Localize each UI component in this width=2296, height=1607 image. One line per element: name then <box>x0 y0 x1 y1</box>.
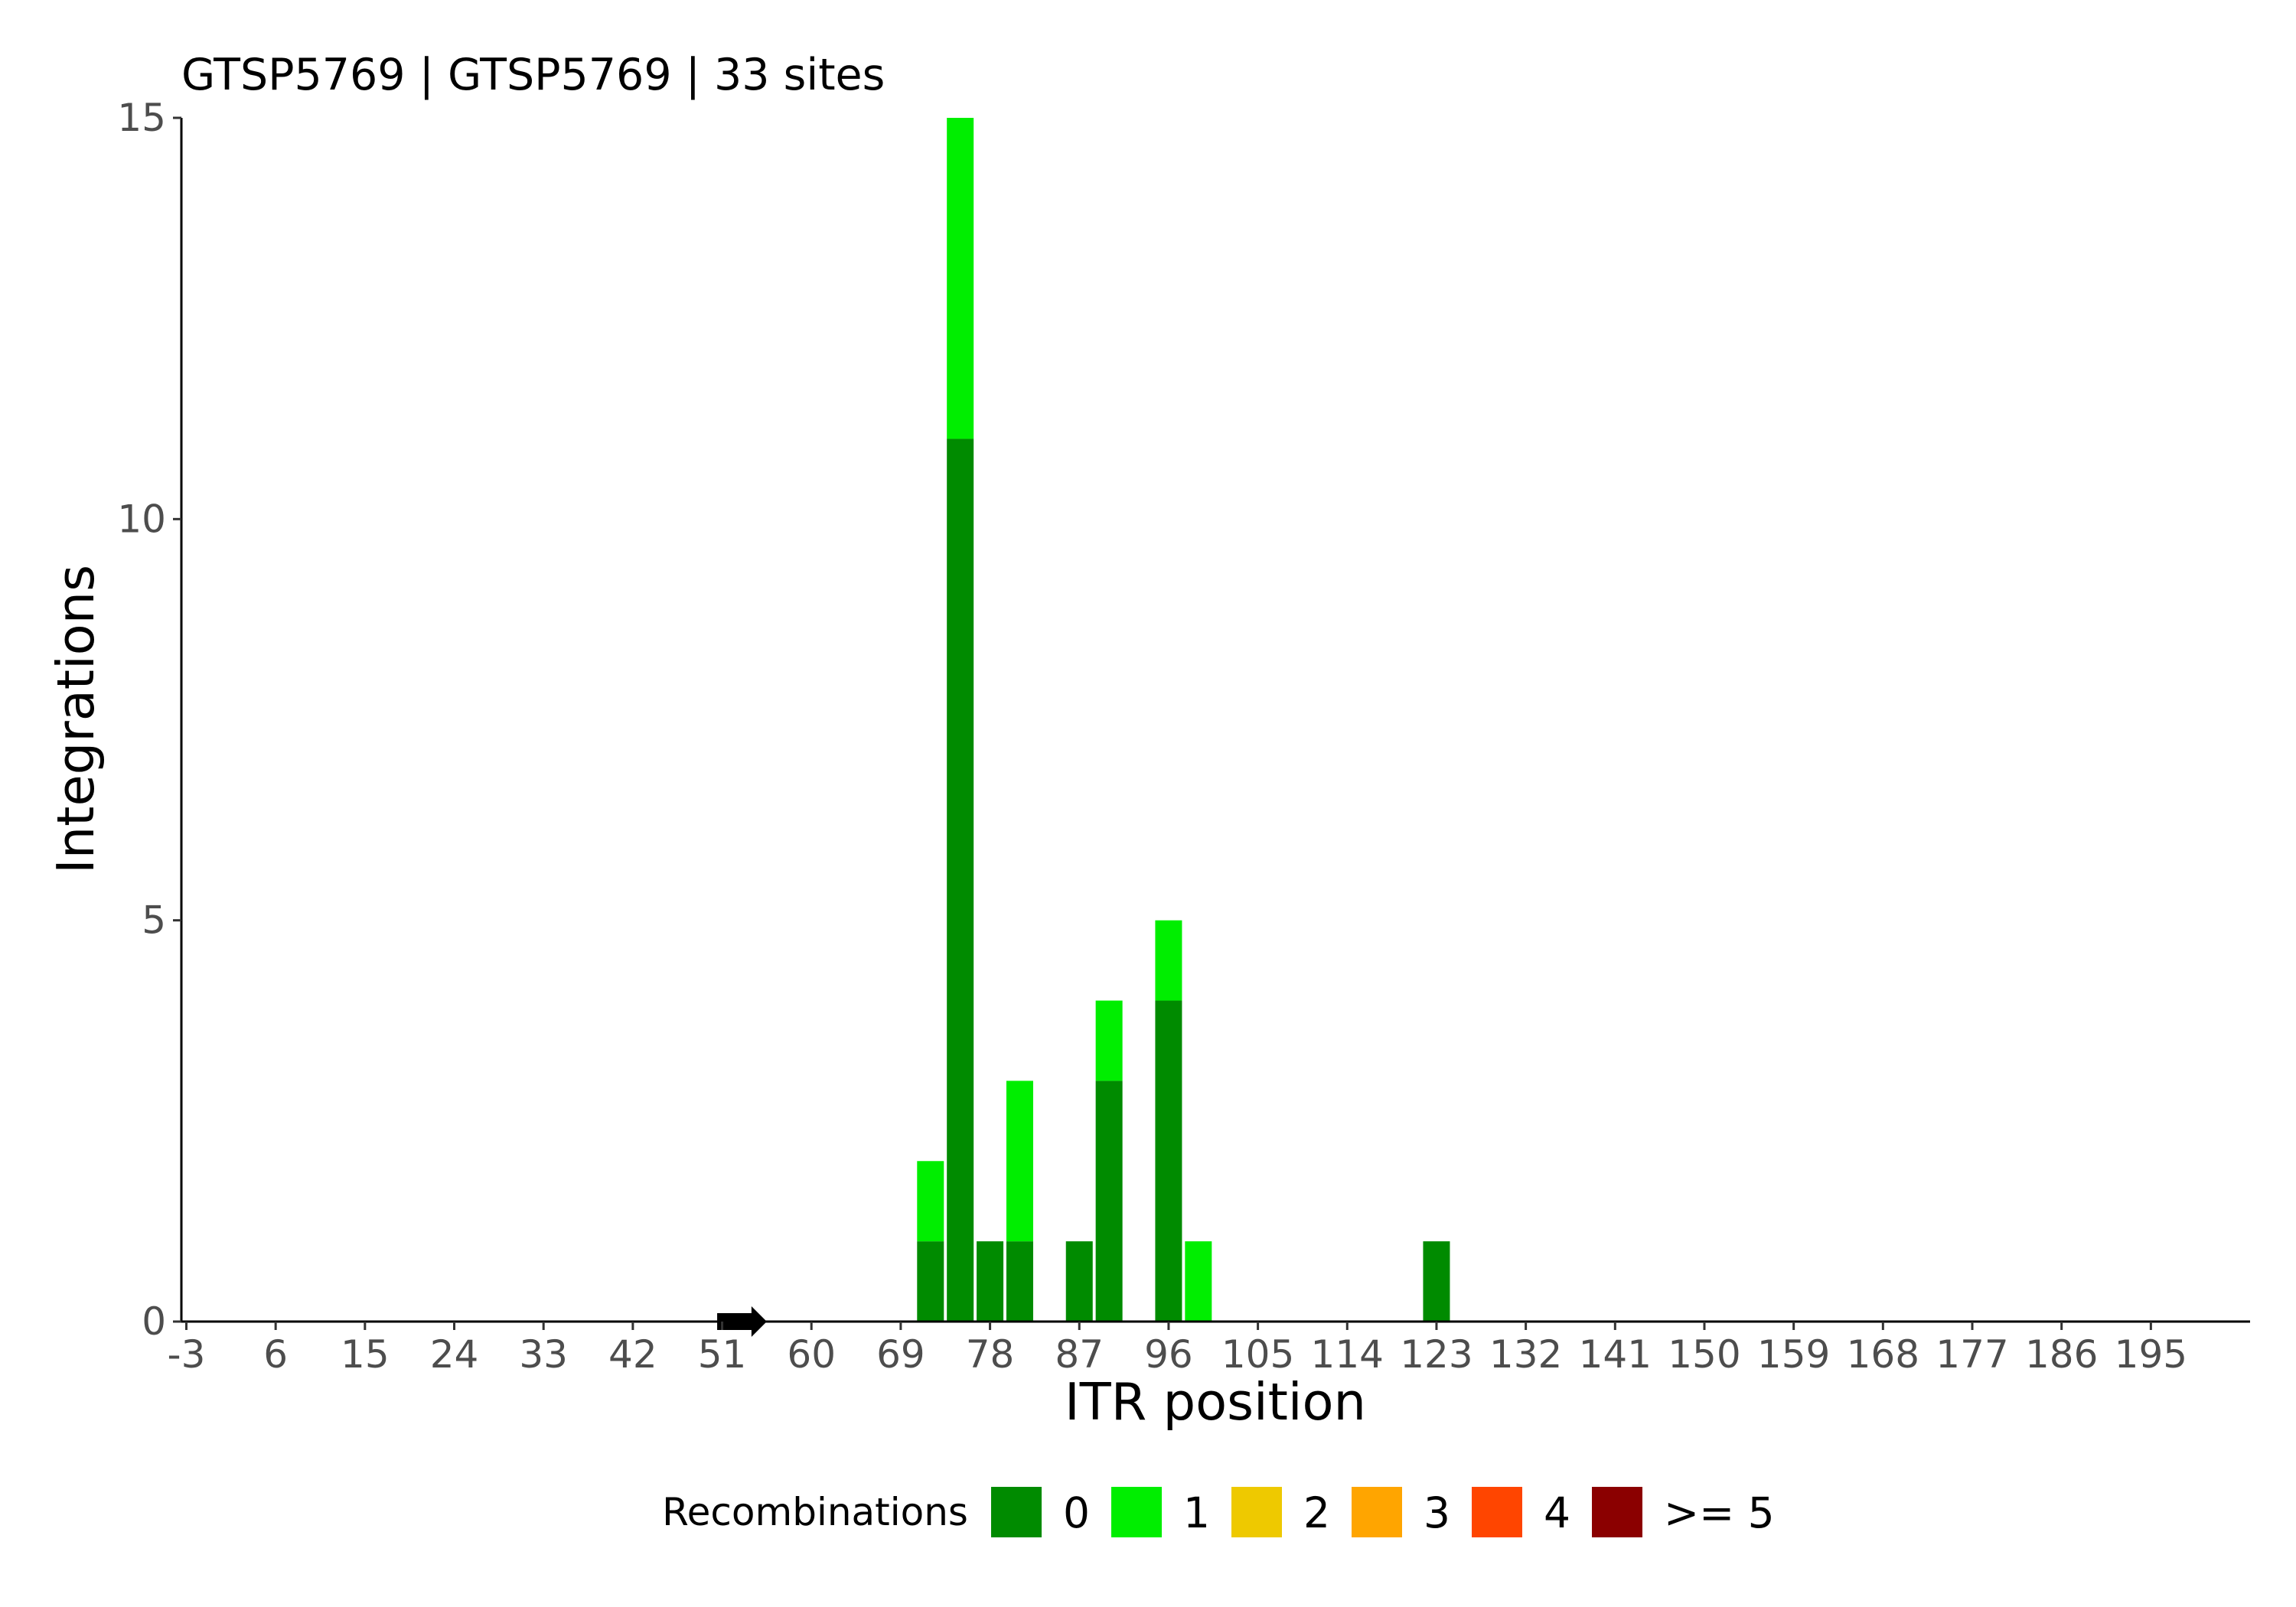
x-axis-title: ITR position <box>1065 1372 1366 1432</box>
bar <box>1065 1241 1093 1322</box>
x-tick-label: 51 <box>698 1332 747 1377</box>
x-tick-label: 141 <box>1579 1332 1652 1377</box>
x-tick-label: 60 <box>787 1332 836 1377</box>
x-tick-label: 42 <box>608 1332 657 1377</box>
y-tick-label: 0 <box>142 1299 166 1344</box>
x-tick-label: 96 <box>1144 1332 1193 1377</box>
bars-layer <box>917 118 1450 1322</box>
bar <box>1155 1000 1182 1322</box>
bar <box>1155 920 1182 1001</box>
legend-swatch <box>1111 1487 1162 1537</box>
x-tick-label: 105 <box>1221 1332 1294 1377</box>
x-tick-label: 177 <box>1936 1332 2008 1377</box>
x-tick-label: 159 <box>1757 1332 1830 1377</box>
x-tick-label: 195 <box>2115 1332 2187 1377</box>
x-tick-label: 6 <box>263 1332 288 1377</box>
axes-layer: 0 5 10 15 -3 6 15 24 33 42 51 60 69 78 87 96 105 114 123 13… <box>117 96 2250 1377</box>
legend-title: Recombinations <box>662 1490 968 1534</box>
x-tick-label: 15 <box>341 1332 390 1377</box>
legend-swatch <box>1472 1487 1522 1537</box>
bar <box>977 1241 1004 1322</box>
bar <box>1185 1241 1212 1322</box>
bar <box>947 438 974 1322</box>
legend-label: 2 <box>1303 1488 1330 1537</box>
y-tick-label: 10 <box>117 497 166 541</box>
x-tick-label: -3 <box>168 1332 206 1377</box>
legend-swatch <box>1592 1487 1642 1537</box>
legend-swatch <box>1352 1487 1402 1537</box>
bar <box>1095 1081 1123 1322</box>
bar <box>1006 1241 1033 1322</box>
y-axis-title: Integrations <box>46 565 106 874</box>
legend-label: 1 <box>1183 1488 1210 1537</box>
legend-label: 3 <box>1424 1488 1450 1537</box>
x-tick-label: 69 <box>876 1332 925 1377</box>
bar <box>917 1241 944 1322</box>
legend-swatch <box>991 1487 1042 1537</box>
x-tick-label: 87 <box>1055 1332 1104 1377</box>
legend: Recombinations 0 1 2 3 4 >= 5 <box>662 1487 1775 1537</box>
chart-title: GTSP5769 | GTSP5769 | 33 sites <box>181 50 885 100</box>
x-tick-label: 114 <box>1311 1332 1384 1377</box>
y-tick-label: 5 <box>142 898 166 943</box>
x-tick-label: 150 <box>1668 1332 1740 1377</box>
x-tick-label: 123 <box>1400 1332 1473 1377</box>
legend-label: 0 <box>1063 1488 1090 1537</box>
x-tick-label: 78 <box>966 1332 1015 1377</box>
legend-label: 4 <box>1544 1488 1570 1537</box>
legend-label: >= 5 <box>1664 1488 1775 1537</box>
bar <box>1423 1241 1450 1322</box>
x-tick-label: 33 <box>519 1332 568 1377</box>
x-tick-label: 132 <box>1489 1332 1562 1377</box>
bar <box>917 1161 944 1242</box>
bar <box>1006 1081 1033 1242</box>
y-tick-label: 15 <box>117 96 166 140</box>
x-tick-label: 186 <box>2025 1332 2098 1377</box>
legend-swatch <box>1231 1487 1282 1537</box>
bar <box>947 118 974 439</box>
bar <box>1095 1000 1123 1081</box>
x-tick-label: 168 <box>1847 1332 1919 1377</box>
x-tick-label: 24 <box>430 1332 479 1377</box>
